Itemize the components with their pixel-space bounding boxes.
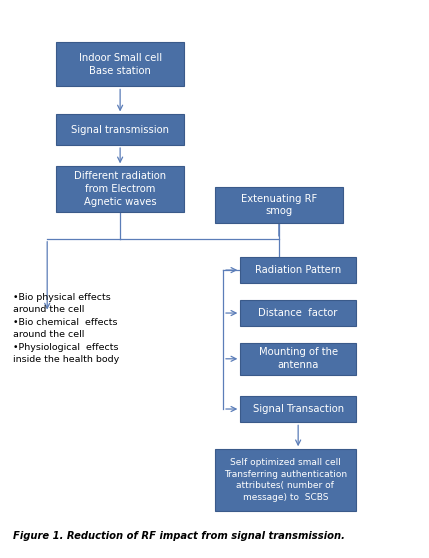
Text: Radiation Pattern: Radiation Pattern: [255, 265, 341, 275]
FancyBboxPatch shape: [214, 449, 356, 511]
Text: •Bio physical effects
around the cell
•Bio chemical  effects
around the cell
•Ph: •Bio physical effects around the cell •B…: [13, 293, 119, 364]
Text: Extenuating RF
smog: Extenuating RF smog: [241, 194, 317, 217]
FancyBboxPatch shape: [240, 257, 356, 283]
Text: Signal Transaction: Signal Transaction: [253, 404, 344, 414]
Text: Mounting of the
antenna: Mounting of the antenna: [259, 348, 338, 370]
Text: Distance  factor: Distance factor: [258, 308, 338, 318]
FancyBboxPatch shape: [240, 396, 356, 422]
FancyBboxPatch shape: [214, 187, 343, 223]
Text: Different radiation
from Electrom
Agnetic waves: Different radiation from Electrom Agneti…: [74, 171, 166, 207]
Text: Signal transmission: Signal transmission: [71, 125, 169, 134]
FancyBboxPatch shape: [240, 300, 356, 326]
Text: Self optimized small cell
Transferring authentication
attributes( number of
mess: Self optimized small cell Transferring a…: [224, 458, 347, 502]
FancyBboxPatch shape: [56, 166, 184, 212]
FancyBboxPatch shape: [56, 114, 184, 145]
FancyBboxPatch shape: [240, 343, 356, 375]
Text: Indoor Small cell
Base station: Indoor Small cell Base station: [79, 53, 162, 75]
FancyBboxPatch shape: [56, 42, 184, 86]
Text: Figure 1. Reduction of RF impact from signal transmission.: Figure 1. Reduction of RF impact from si…: [13, 531, 345, 541]
